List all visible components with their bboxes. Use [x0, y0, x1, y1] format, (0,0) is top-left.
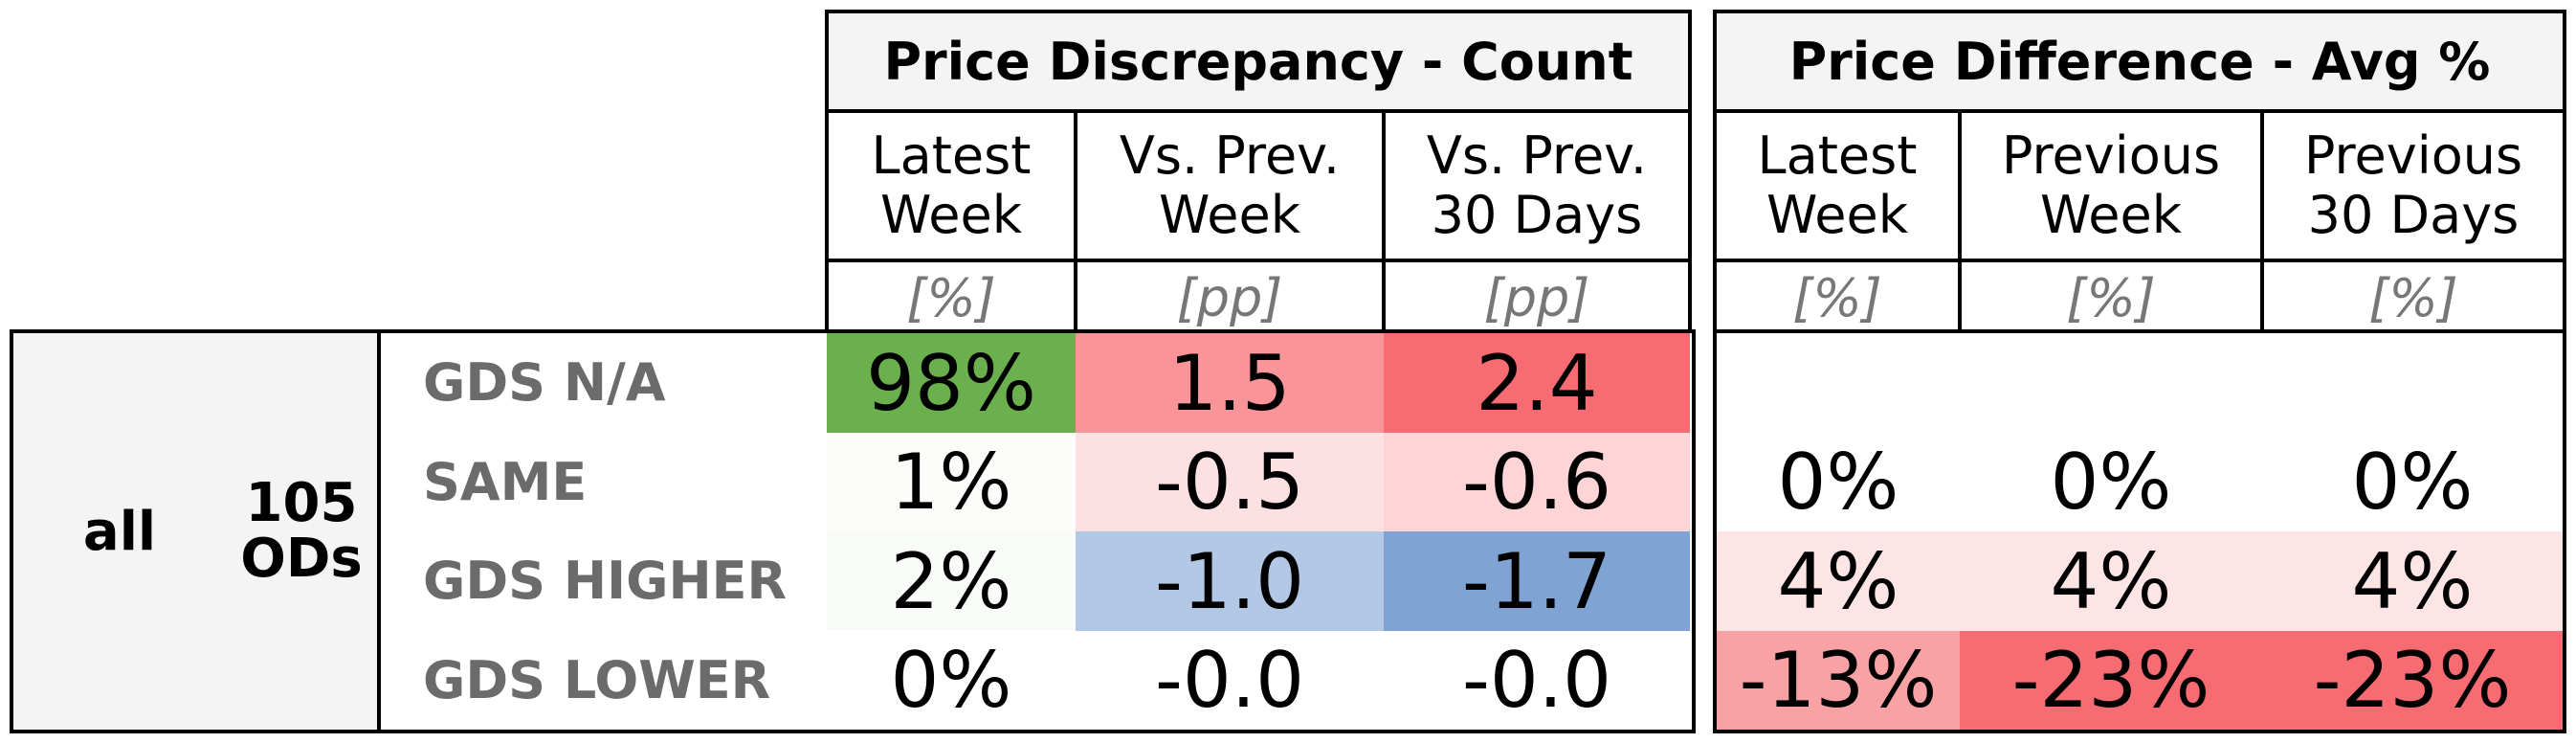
- col-header-count-latest-week: Latest Week: [871, 125, 1032, 245]
- group-cell-background: [13, 333, 377, 730]
- col-header-count-vs-prev-week: Vs. Prev. Week: [1119, 125, 1341, 245]
- row-label-same: SAME: [423, 451, 588, 512]
- diff-cell: -23%: [1960, 630, 2262, 731]
- count-cell: 1%: [827, 432, 1076, 532]
- count-cell: 0%: [827, 630, 1076, 731]
- count-cell: 2.4: [1384, 333, 1690, 433]
- divider: [1074, 109, 1077, 333]
- divider: [1382, 109, 1386, 333]
- count-cell: -0.5: [1076, 432, 1384, 532]
- count-cell: -0.0: [1076, 630, 1384, 731]
- divider: [377, 329, 381, 733]
- count-cell: 2%: [827, 531, 1076, 631]
- count-cell: 98%: [827, 333, 1076, 433]
- unit-count-vs-prev-30-days: [pp]: [1483, 267, 1590, 328]
- group-name: all: [82, 500, 157, 563]
- section-title-avg-diff: Price Difference - Avg %: [1713, 10, 2566, 113]
- col-header-diff-latest-week: Latest Week: [1757, 125, 1918, 245]
- diff-cell: [1717, 333, 1960, 433]
- body-frame-right: [1713, 329, 2566, 733]
- row-label-gds-lower: GDS LOWER: [423, 649, 771, 710]
- count-cell: -0.0: [1384, 630, 1690, 731]
- col-header-diff-previous-30-days: Previous 30 Days: [2303, 125, 2523, 245]
- divider: [825, 259, 1692, 262]
- col-header-diff-previous-week: Previous Week: [2001, 125, 2221, 245]
- diff-cell: [1960, 333, 2262, 433]
- unit-diff-previous-week: [%]: [2066, 267, 2156, 328]
- diff-cell: 0%: [1717, 432, 1960, 532]
- diff-cell: [2262, 333, 2563, 433]
- body-frame-left: [10, 329, 1696, 733]
- divider: [1713, 259, 2566, 262]
- col-header-count-vs-prev-30-days: Vs. Prev. 30 Days: [1426, 125, 1648, 245]
- diff-cell: 4%: [1960, 531, 2262, 631]
- diff-cell: 0%: [2262, 432, 2563, 532]
- count-cell: -0.6: [1384, 432, 1690, 532]
- diff-cell: 0%: [1960, 432, 2262, 532]
- diff-cell: -13%: [1717, 630, 1960, 731]
- group-count: 105 ODs: [240, 472, 363, 590]
- section-title-count: Price Discrepancy - Count: [825, 10, 1692, 113]
- unit-diff-previous-30-days: [%]: [2368, 267, 2458, 328]
- diff-cell: 4%: [2262, 531, 2563, 631]
- divider: [2260, 109, 2264, 333]
- unit-count-vs-prev-week: [pp]: [1176, 267, 1283, 328]
- divider: [1958, 109, 1962, 333]
- row-label-gds-higher: GDS HIGHER: [423, 551, 788, 612]
- diff-cell: -23%: [2262, 630, 2563, 731]
- unit-diff-latest-week: [%]: [1792, 267, 1882, 328]
- count-cell: -1.7: [1384, 531, 1690, 631]
- count-cell: 1.5: [1076, 333, 1384, 433]
- count-cell: -1.0: [1076, 531, 1384, 631]
- unit-count-latest-week: [%]: [906, 267, 996, 328]
- row-label-gds-n-a: GDS N/A: [423, 352, 666, 414]
- diff-cell: 4%: [1717, 531, 1960, 631]
